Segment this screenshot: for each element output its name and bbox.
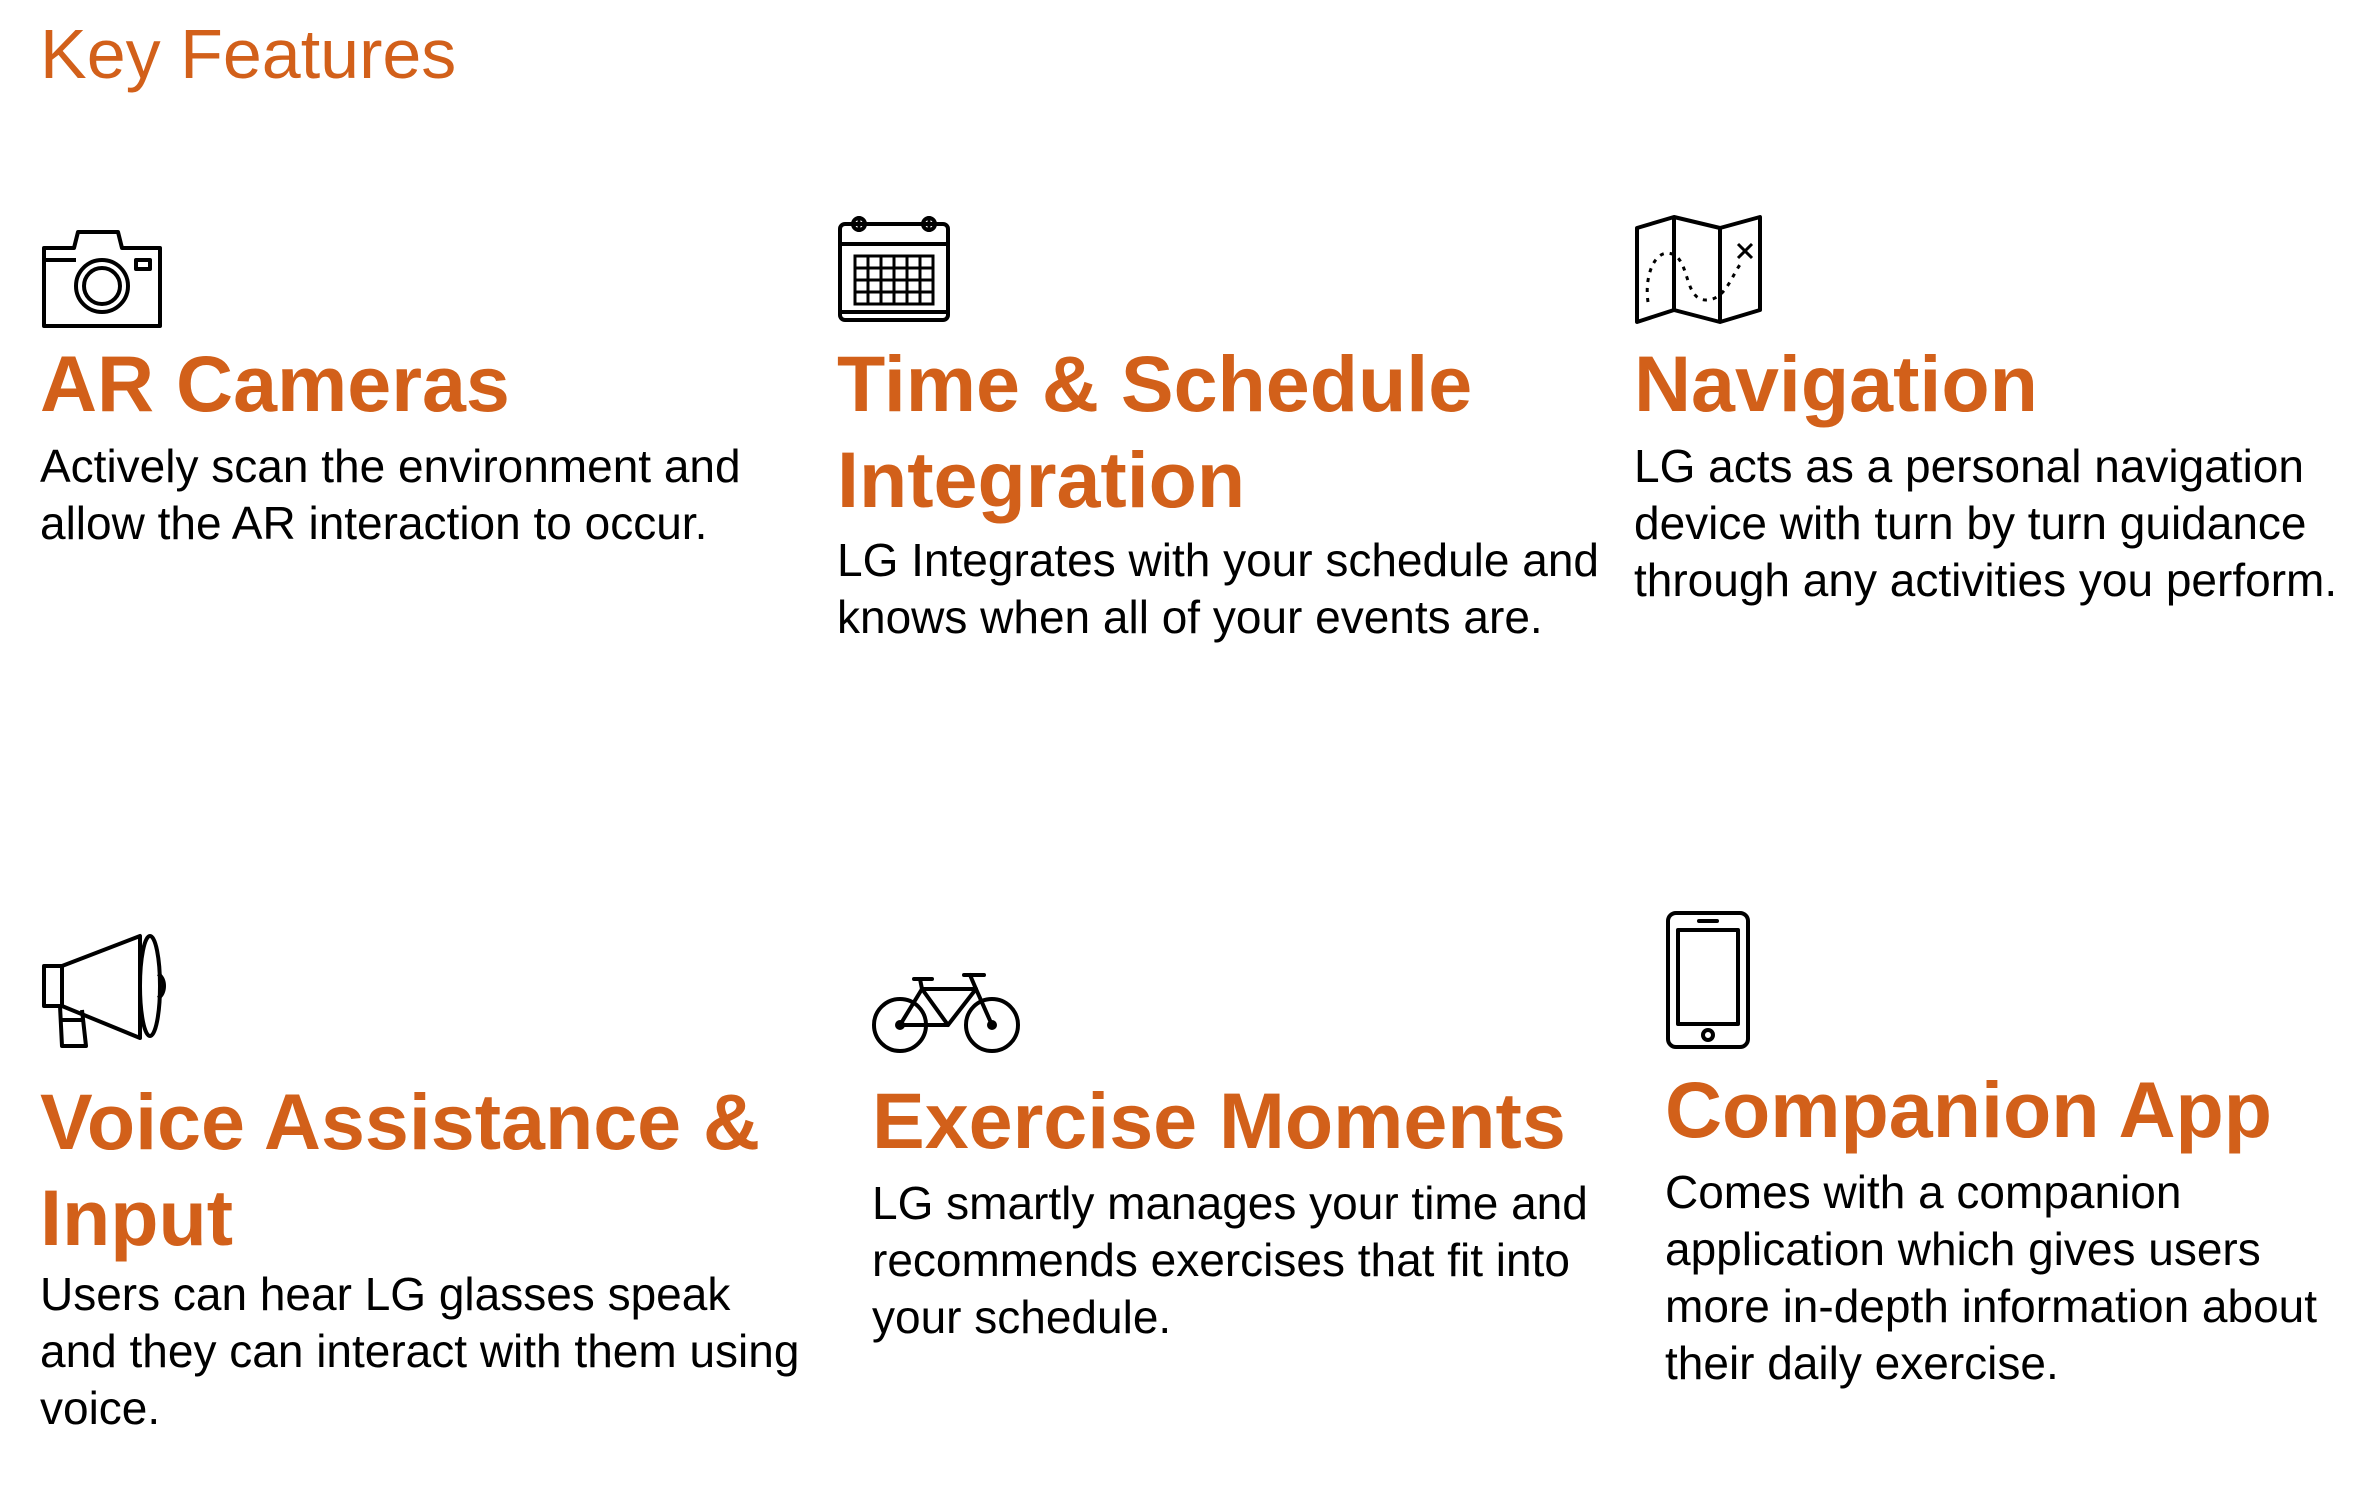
feature-title: Voice Assistance & Input [40,1077,761,1262]
feature-title: Exercise Moments [872,1076,1566,1165]
feature-title: Companion App [1665,1065,2273,1154]
feature-navigation: Navigation LG acts as a personal navigat… [1634,214,2364,609]
megaphone-icon [40,930,800,1048]
feature-description: Actively scan the environment and allow … [40,440,741,549]
calendar-icon [837,214,1627,322]
feature-description: LG smartly manages your time and recomme… [872,1177,1588,1343]
feature-companion-app: Companion App Comes with a companion app… [1665,910,2365,1392]
feature-description: LG Integrates with your schedule and kno… [837,534,1600,643]
feature-exercise-moments: Exercise Moments LG smartly manages your… [872,967,1612,1346]
feature-description: LG acts as a personal navigation device … [1634,440,2338,606]
page-title: Key Features [40,15,457,93]
feature-title: AR Cameras [40,339,510,428]
camera-icon [40,226,800,330]
feature-voice-assistance: Voice Assistance & Input Users can hear … [40,930,800,1437]
bicycle-icon [872,967,1612,1055]
feature-description: Users can hear LG glasses speak and they… [40,1268,800,1434]
feature-description: Comes with a companion application which… [1665,1166,2318,1389]
feature-time-schedule: Time & Schedule Integration LG Integrate… [837,214,1627,646]
feature-title: Time & Schedule Integration [837,339,1473,524]
feature-ar-cameras: AR Cameras Actively scan the environment… [40,226,800,552]
feature-title: Navigation [1634,339,2038,428]
smartphone-icon [1665,910,2365,1050]
map-icon [1634,214,2364,326]
